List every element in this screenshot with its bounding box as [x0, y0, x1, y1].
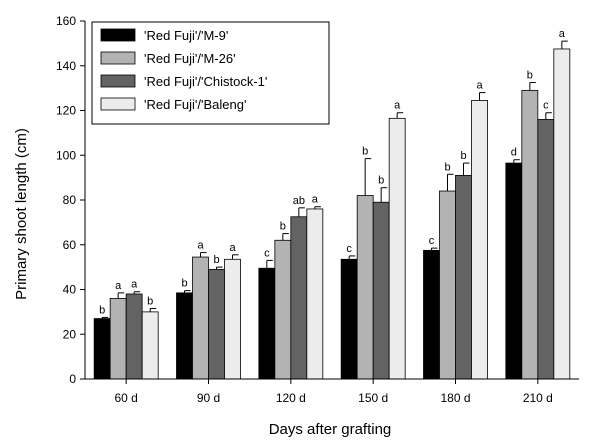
- bar: [290, 216, 308, 380]
- bar: [176, 292, 193, 380]
- bar: [537, 119, 555, 380]
- bar: [224, 258, 241, 380]
- significance-label: b: [362, 146, 368, 158]
- bar: [208, 268, 225, 380]
- significance-label: b: [280, 221, 286, 233]
- legend-swatch: [100, 97, 136, 111]
- significance-label: a: [476, 80, 483, 92]
- y-tick-label: 80: [63, 193, 77, 207]
- bar: [340, 258, 358, 380]
- significance-label: b: [147, 296, 153, 308]
- significance-label: b: [460, 150, 466, 162]
- bar: [455, 174, 472, 380]
- y-ticks: 0 20 40 60 80 100 120 140 160: [56, 14, 85, 386]
- bar: [372, 201, 390, 380]
- legend-label: 'Red Fuji'/'M-26': [144, 51, 236, 66]
- significance-label: a: [115, 280, 122, 292]
- significance-label: a: [559, 28, 566, 40]
- significance-label: a: [229, 242, 236, 254]
- y-tick-label: 120: [56, 104, 76, 118]
- bar: [388, 117, 406, 380]
- y-tick-label: 160: [56, 14, 76, 28]
- bar: [505, 162, 523, 380]
- bar: [258, 267, 276, 380]
- x-tick-label: 180 d: [440, 391, 470, 405]
- significance-label: a: [394, 100, 401, 112]
- bar: [439, 190, 456, 380]
- significance-label: a: [197, 240, 204, 252]
- significance-label: c: [543, 100, 549, 112]
- bar: [356, 195, 374, 380]
- significance-label: c: [429, 235, 435, 247]
- bar: [141, 311, 159, 380]
- x-tick-label: 210 d: [523, 391, 553, 405]
- legend-swatch: [100, 51, 136, 65]
- bar: [471, 100, 488, 380]
- y-axis-title: Primary shoot length (cm): [13, 128, 30, 300]
- y-tick-label: 40: [63, 283, 77, 297]
- significance-label: c: [346, 243, 352, 255]
- legend-label: 'Red Fuji'/'M-9': [144, 28, 228, 43]
- significance-label: b: [181, 278, 187, 290]
- bar: [192, 256, 209, 380]
- x-tick-label: 60 d: [114, 391, 137, 405]
- x-ticks: 60 d 90 d 120 d 150 d 180 d 210 d: [114, 379, 553, 405]
- y-tick-label: 60: [63, 238, 77, 252]
- legend-swatch: [100, 28, 136, 42]
- y-tick-label: 0: [69, 372, 76, 386]
- bar: [306, 208, 324, 380]
- significance-label: b: [444, 161, 450, 173]
- bar: [423, 249, 440, 380]
- legend-label: 'Red Fuji'/'Chistock-1': [144, 74, 267, 89]
- x-tick-label: 90 d: [197, 391, 220, 405]
- bar: [125, 293, 143, 380]
- significance-label: b: [527, 70, 533, 82]
- x-tick-label: 120 d: [276, 391, 306, 405]
- significance-label: a: [312, 194, 319, 206]
- legend-swatch: [100, 74, 136, 88]
- significance-label: ab: [293, 195, 305, 207]
- bars-layer: [93, 48, 571, 380]
- bar: [521, 89, 539, 380]
- bar: [93, 318, 111, 380]
- bar: [274, 239, 292, 380]
- x-tick-label: 150 d: [358, 391, 388, 405]
- bar: [553, 48, 571, 380]
- y-tick-label: 100: [56, 148, 76, 162]
- significance-label: d: [511, 147, 517, 159]
- significance-label: b: [99, 304, 105, 316]
- bar: [109, 298, 127, 380]
- legend-items: 'Red Fuji'/'M-9' 'Red Fuji'/'M-26' 'Red Fu…: [100, 28, 267, 112]
- legend: 'Red Fuji'/'M-9' 'Red Fuji'/'M-26' 'Red Fu…: [91, 21, 330, 125]
- y-tick-label: 140: [56, 59, 76, 73]
- significance-label: a: [131, 279, 138, 291]
- legend-label: 'Red Fuji'/'Baleng': [144, 97, 246, 112]
- error-bars-layer: [101, 40, 568, 319]
- x-axis-title: Days after grafting: [269, 421, 392, 438]
- significance-label: b: [378, 175, 384, 187]
- significance-label: b: [213, 254, 219, 266]
- y-tick-label: 20: [63, 327, 77, 341]
- significance-label: c: [264, 247, 270, 259]
